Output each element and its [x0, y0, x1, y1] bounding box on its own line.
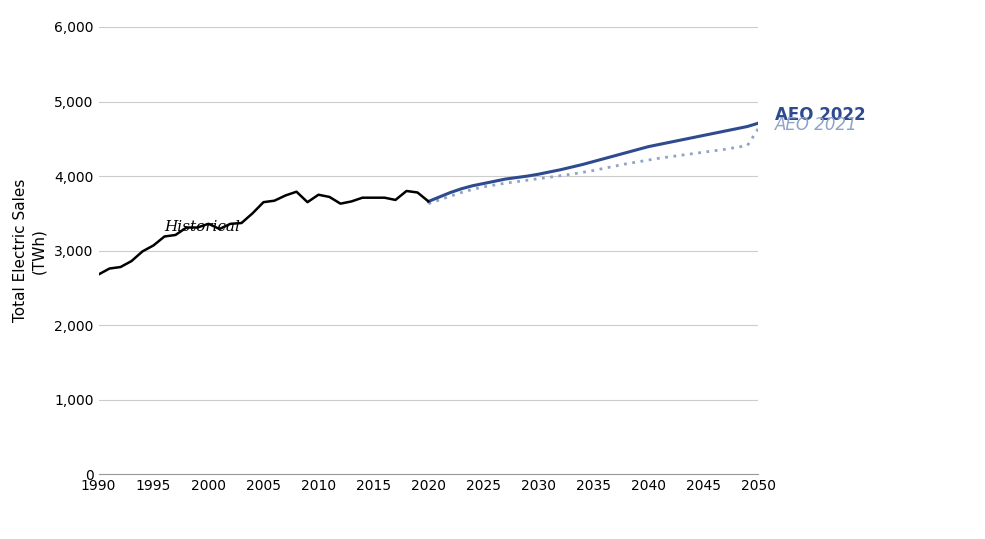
Y-axis label: Total Electric Sales
(TWh): Total Electric Sales (TWh): [14, 179, 46, 322]
Text: AEO 2022: AEO 2022: [775, 106, 866, 124]
Text: Historical: Historical: [164, 219, 240, 233]
Text: AEO 2021: AEO 2021: [775, 116, 858, 134]
